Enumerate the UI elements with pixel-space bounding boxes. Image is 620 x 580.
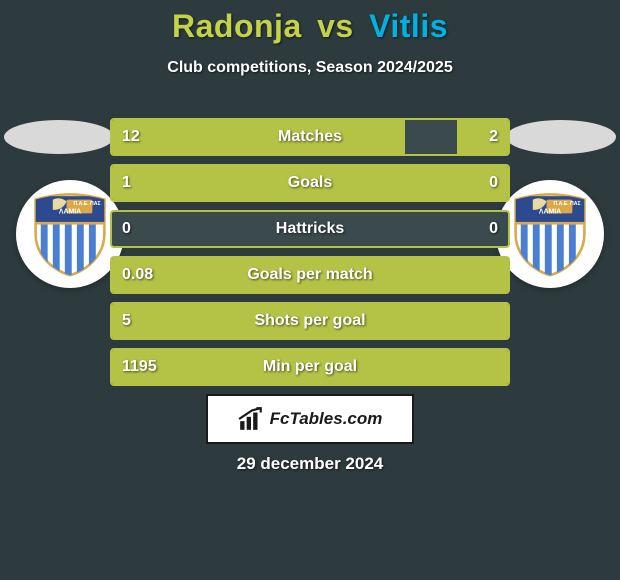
stat-label: Shots per goal <box>254 312 365 330</box>
stat-row: 1 0 Goals <box>110 164 510 202</box>
club-logo-right: Π.Α.Ε. ΠΑΣ ΛΑΜΙΑ <box>496 180 604 288</box>
stat-label: Goals <box>288 174 332 192</box>
subtitle: Club competitions, Season 2024/2025 <box>0 59 620 77</box>
stats-bars: 12 2 Matches 1 0 Goals 0 0 Hattricks 0.08 Goals pe… <box>110 118 510 394</box>
stat-value-right: 0 <box>489 174 498 192</box>
stat-value-left: 0.08 <box>122 266 153 284</box>
stat-value-left: 12 <box>122 128 140 146</box>
player2-name: Vitlis <box>369 8 448 44</box>
bar-fill-left <box>112 120 405 154</box>
stat-value-left: 1 <box>122 174 131 192</box>
brand-box: FcTables.com <box>206 394 414 444</box>
stat-label: Hattricks <box>276 220 344 238</box>
vs-text: vs <box>317 8 354 44</box>
stat-value-left: 1195 <box>122 358 157 376</box>
stat-row: 1195 Min per goal <box>110 348 510 386</box>
stat-row: 0 0 Hattricks <box>110 210 510 248</box>
stat-row: 0.08 Goals per match <box>110 256 510 294</box>
club-logo-left: Π.Α.Ε. ΠΑΣ ΛΑΜΙΑ <box>16 180 124 288</box>
svg-text:Π.Α.Ε. ΠΑΣ: Π.Α.Ε. ΠΑΣ <box>553 201 580 207</box>
stat-row: 12 2 Matches <box>110 118 510 156</box>
bar-fill-right <box>457 120 508 154</box>
comparison-title: Radonja vs Vitlis <box>0 0 620 45</box>
stat-row: 5 Shots per goal <box>110 302 510 340</box>
stat-value-right: 0 <box>489 220 498 238</box>
stat-value-left: 5 <box>122 312 131 330</box>
stat-value-right: 2 <box>489 128 498 146</box>
svg-text:ΛΑΜΙΑ: ΛΑΜΙΑ <box>59 208 81 215</box>
stat-label: Goals per match <box>247 266 372 284</box>
svg-text:Π.Α.Ε. ΠΑΣ: Π.Α.Ε. ΠΑΣ <box>73 201 100 207</box>
stat-label: Matches <box>278 128 342 146</box>
avatar-plate-left <box>4 120 114 154</box>
brand-chart-icon <box>238 406 264 432</box>
avatar-plate-right <box>506 120 616 154</box>
brand-text: FcTables.com <box>270 409 383 429</box>
player1-name: Radonja <box>172 8 302 44</box>
date-text: 29 december 2024 <box>0 454 620 474</box>
stat-value-left: 0 <box>122 220 131 238</box>
svg-text:ΛΑΜΙΑ: ΛΑΜΙΑ <box>539 208 561 215</box>
stat-label: Min per goal <box>263 358 357 376</box>
